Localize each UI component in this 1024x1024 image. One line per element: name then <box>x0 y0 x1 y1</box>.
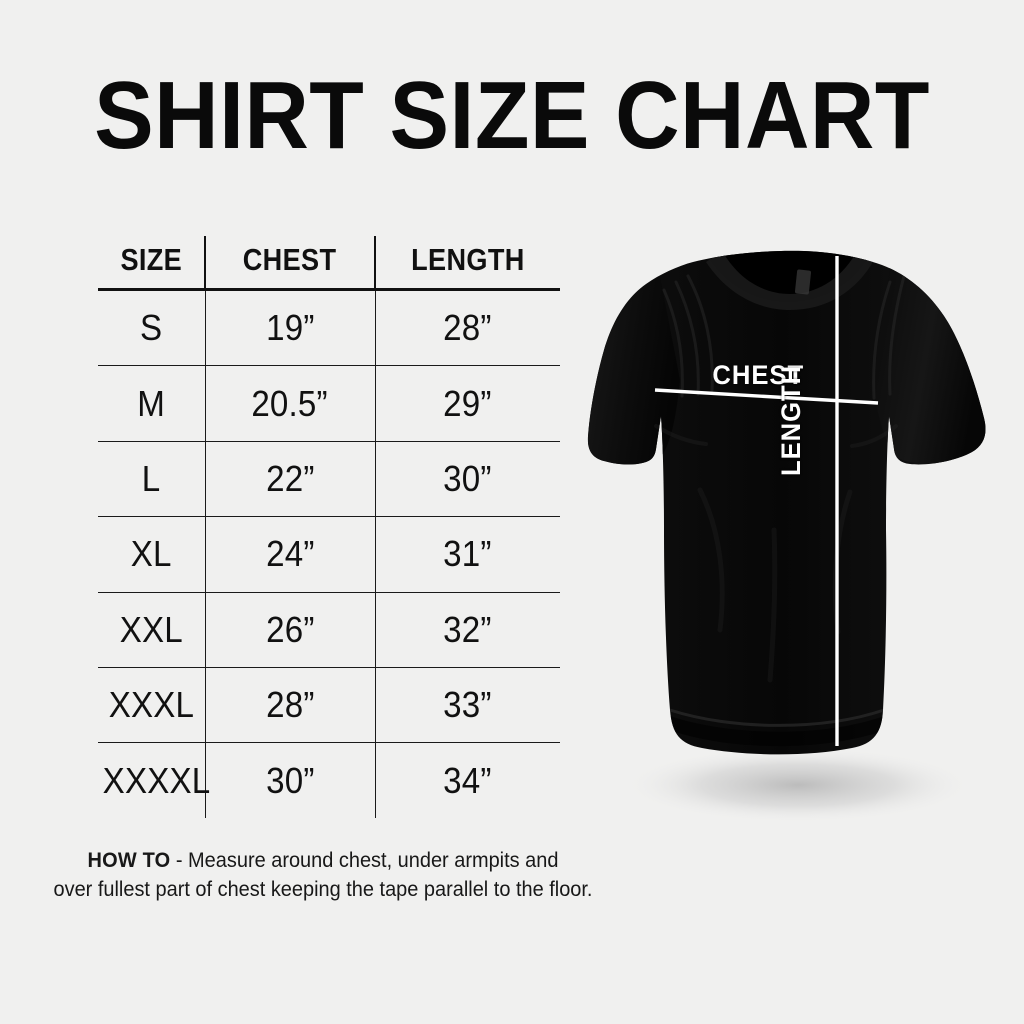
howto-note: HOW TO - Measure around chest, under arm… <box>38 846 608 904</box>
shirt-body <box>587 250 986 755</box>
cell-chest: 26” <box>204 592 375 668</box>
cell-length: 33” <box>374 667 560 743</box>
table-header-row: SIZE CHEST LENGTH <box>98 236 560 290</box>
cell-length-value: 33” <box>443 684 492 726</box>
chest-measure-line <box>654 388 879 405</box>
neck-label <box>794 269 812 295</box>
cell-length-value: 34” <box>443 759 492 801</box>
cell-chest: 30” <box>204 742 375 818</box>
cell-size: XL <box>98 517 205 592</box>
shirt-graphic <box>587 250 986 823</box>
column-header-chest: CHEST <box>208 236 371 290</box>
shirt-hem <box>669 716 886 747</box>
cell-chest-value: 19” <box>265 307 315 349</box>
cell-chest: 22” <box>204 441 375 517</box>
cell-chest: 28” <box>204 667 375 743</box>
cell-chest-value: 20.5” <box>251 382 329 424</box>
cell-size: XXL <box>98 592 205 667</box>
table-row: L 22” 30” <box>98 441 560 517</box>
cell-chest: 20.5” <box>204 365 375 442</box>
howto-line-2: over fullest part of chest keeping the t… <box>53 878 593 901</box>
cell-size-value: XXXL <box>108 684 194 726</box>
length-measure-label: LENGTH <box>776 364 806 476</box>
cell-size: XXXL <box>98 667 205 742</box>
cell-size: M <box>98 366 205 441</box>
cell-length-value: 29” <box>443 382 492 424</box>
howto-line-1-text: - Measure around chest, under armpits an… <box>170 849 559 872</box>
cell-length-value: 32” <box>443 608 492 650</box>
column-header-size: SIZE <box>101 236 203 290</box>
howto-line-1: HOW TO - Measure around chest, under arm… <box>52 846 594 875</box>
shirt-shadow <box>623 747 973 823</box>
cell-size-value: XXXXL <box>102 759 211 801</box>
table-body: S 19” 28” M 20.5” 29” L 22” 30” XL 24” <box>98 289 560 818</box>
table-row: M 20.5” 29” <box>98 365 560 442</box>
chest-measure-label: CHEST <box>712 360 805 390</box>
table-row: XXL 26” 32” <box>98 592 560 668</box>
cell-length: 30” <box>374 441 560 517</box>
cell-length-value: 30” <box>443 457 492 499</box>
cell-chest-value: 28” <box>265 684 315 726</box>
cell-chest-value: 24” <box>265 533 315 575</box>
cell-size: S <box>98 290 205 366</box>
cell-length-value: 28” <box>443 307 492 349</box>
table-row: S 19” 28” <box>98 289 560 366</box>
cell-size-value: XXL <box>119 608 183 650</box>
column-header-chest-label: CHEST <box>243 241 337 277</box>
table-row: XXXXL 30” 34” <box>98 742 560 818</box>
cell-size-value: XL <box>130 533 172 575</box>
cell-size: XXXXL <box>98 743 211 818</box>
cell-chest-value: 30” <box>265 759 315 801</box>
cell-size-value: L <box>141 457 161 499</box>
cell-chest-value: 22” <box>265 457 315 499</box>
page-title: SHIRT SIZE CHART <box>94 62 930 169</box>
cell-length: 29” <box>374 365 560 442</box>
cell-size-value: M <box>137 382 166 424</box>
cell-chest: 19” <box>204 289 375 366</box>
column-header-length-label: LENGTH <box>411 241 525 277</box>
cell-length: 28” <box>374 289 560 366</box>
howto-label: HOW TO <box>87 849 171 872</box>
cell-length: 34” <box>374 742 560 818</box>
cell-length: 31” <box>374 516 560 593</box>
size-table-container: SIZE CHEST LENGTH S 19” 28” M <box>98 236 560 818</box>
cell-chest-value: 26” <box>265 608 315 650</box>
cell-length-value: 31” <box>443 533 492 575</box>
shirt-illustration: CHEST LENGTH <box>560 230 1024 830</box>
collar-rib <box>706 253 874 310</box>
cell-size: L <box>98 441 205 516</box>
size-table: SIZE CHEST LENGTH S 19” 28” M <box>98 236 560 818</box>
table-row: XXXL 28” 33” <box>98 667 560 743</box>
table-header: SIZE CHEST LENGTH <box>98 236 560 290</box>
table-row: XL 24” 31” <box>98 516 560 593</box>
cell-length: 32” <box>374 592 560 668</box>
cell-chest: 24” <box>204 516 375 593</box>
column-header-size-label: SIZE <box>120 241 182 277</box>
cell-size-value: S <box>140 307 163 349</box>
column-header-length: LENGTH <box>378 236 556 290</box>
